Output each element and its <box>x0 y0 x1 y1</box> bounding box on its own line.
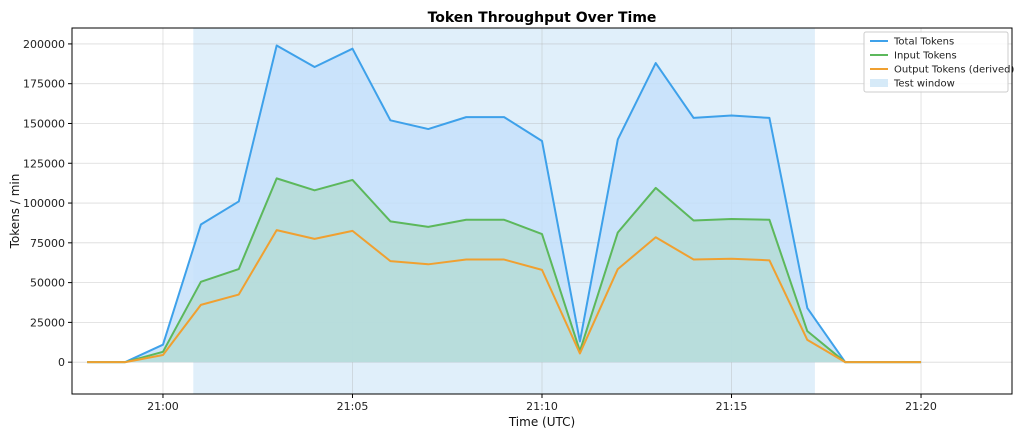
y-tick-label: 25000 <box>30 316 65 329</box>
legend-label: Output Tokens (derived) <box>894 65 1014 76</box>
x-tick-label: 21:00 <box>147 400 179 413</box>
y-tick-label: 175000 <box>23 78 65 91</box>
y-tick-label: 75000 <box>30 237 65 250</box>
series-area-2 <box>87 178 922 363</box>
chart-title: Token Throughput Over Time <box>428 10 657 26</box>
y-tick-label: 125000 <box>23 157 65 170</box>
series-line-3 <box>87 229 922 364</box>
series-line-1 <box>87 44 922 364</box>
x-tick-label: 21:10 <box>526 400 558 413</box>
y-tick-label: 200000 <box>23 38 65 51</box>
y-tick-label: 50000 <box>30 277 65 290</box>
y-tick-label: 150000 <box>23 117 65 130</box>
y-axis-title: Tokens / min <box>8 174 22 250</box>
y-tick-label: 0 <box>58 356 65 369</box>
legend-label: Total Tokens <box>893 37 954 48</box>
legend-swatch <box>870 79 888 87</box>
x-tick-label: 21:05 <box>337 400 369 413</box>
legend-box <box>863 31 1009 93</box>
series-line-2 <box>87 177 922 364</box>
x-tick-label: 21:15 <box>716 400 748 413</box>
x-axis-title: Time (UTC) <box>508 415 575 429</box>
y-tick-label: 100000 <box>23 197 65 210</box>
x-tick-label: 21:20 <box>905 400 937 413</box>
plot-area: 21:00 21:05 21:10 21:15 21:20 0 25000 50000 7500… <box>23 27 1014 413</box>
legend-label: Test window <box>893 79 955 90</box>
legend-label: Input Tokens <box>894 51 957 62</box>
